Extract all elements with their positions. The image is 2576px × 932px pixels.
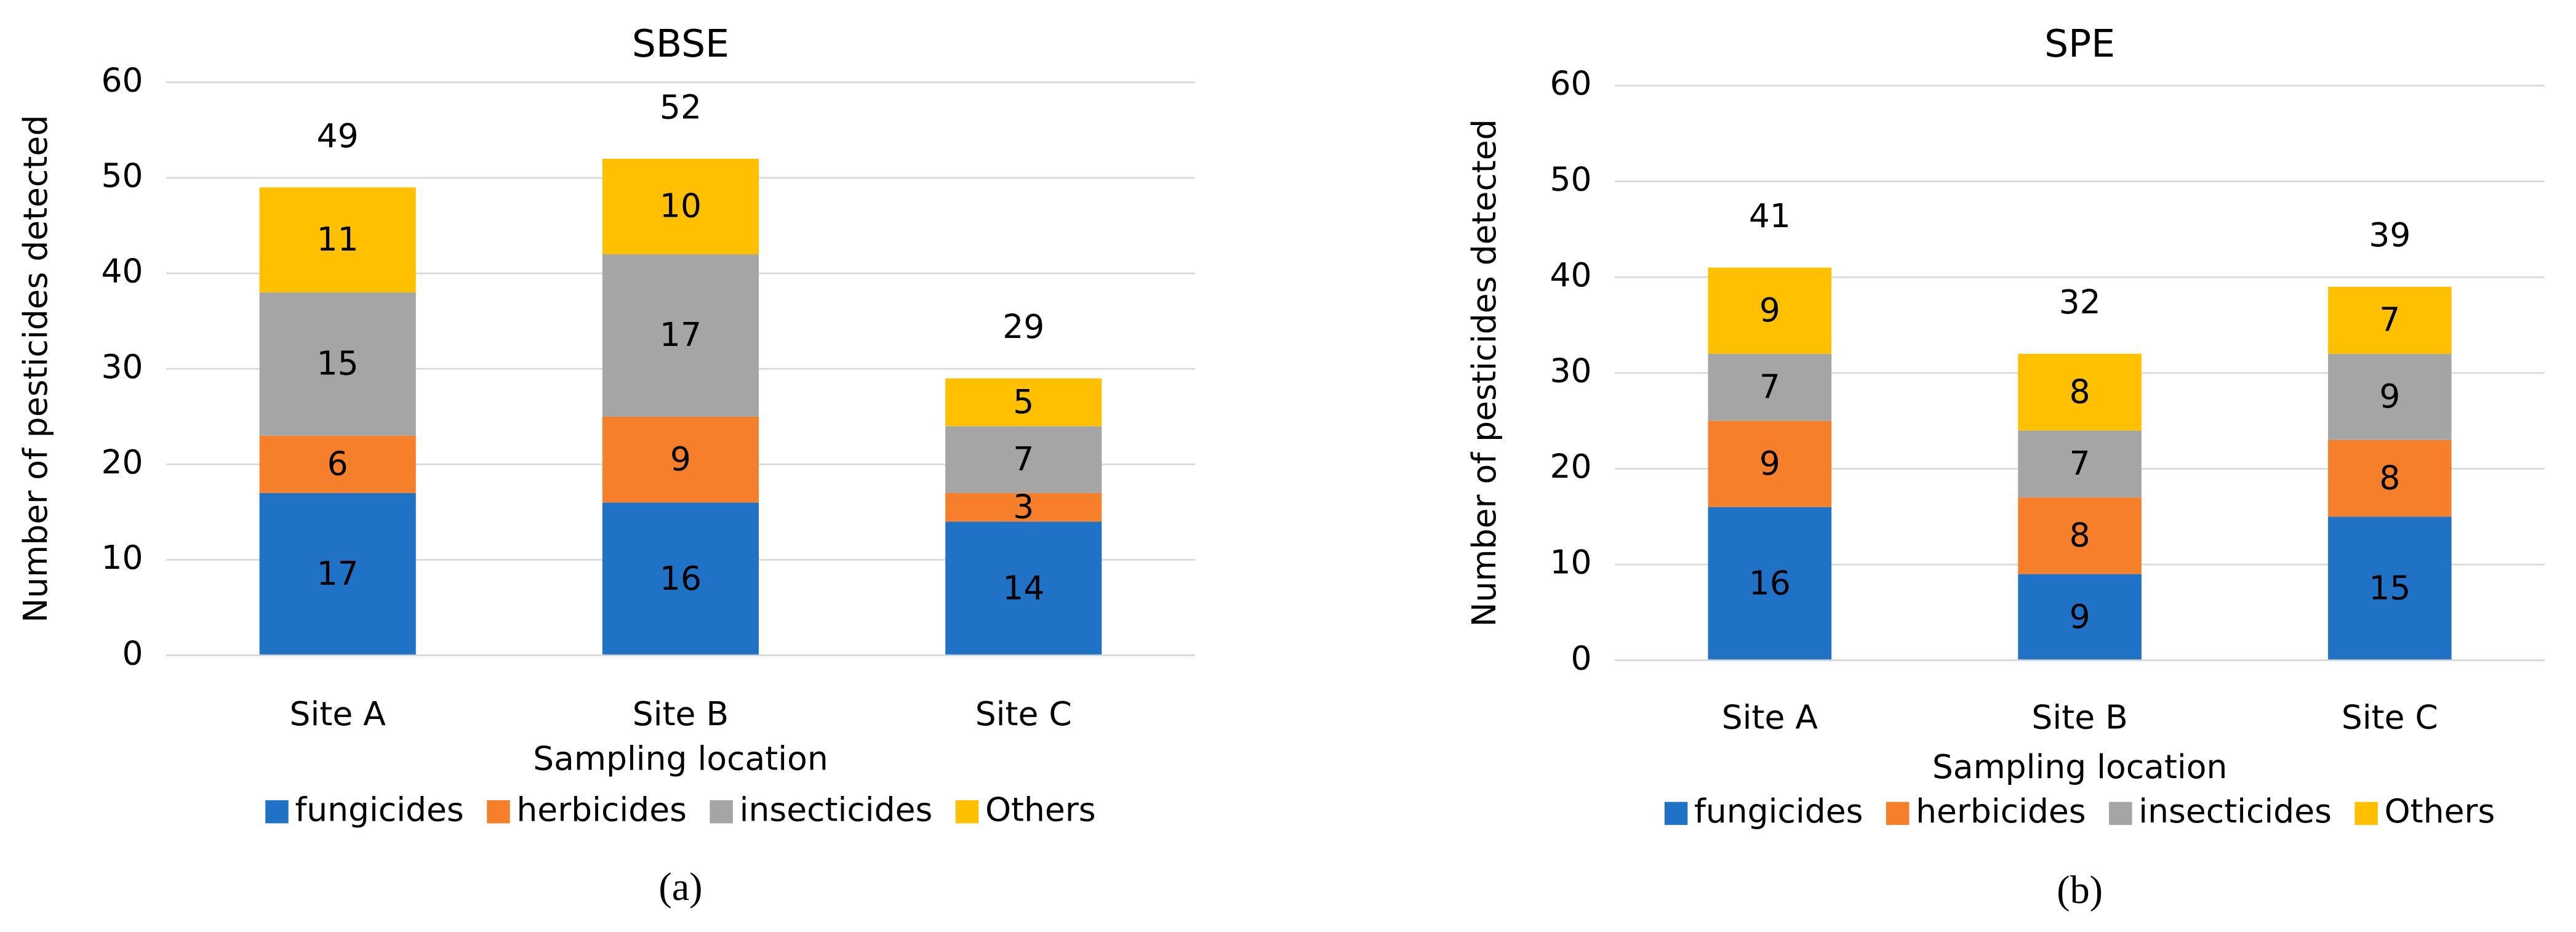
y-tick-label: 10 [1550, 543, 1591, 582]
data-label: 15 [2369, 568, 2410, 607]
legend-label: Others [985, 790, 1096, 829]
data-label: 17 [317, 554, 359, 593]
y-tick-label: 30 [1550, 352, 1591, 390]
bar-segment [2018, 574, 2142, 661]
data-label: 9 [670, 440, 691, 478]
bar-segment [2018, 497, 2142, 574]
bar-segment [2018, 353, 2142, 431]
data-label: 9 [1759, 291, 1780, 329]
bar-segment [2018, 430, 2142, 498]
data-label: 9 [1759, 444, 1780, 483]
legend-label: herbicides [1916, 792, 2086, 830]
bar-segment [945, 378, 1102, 427]
data-label: 7 [1013, 440, 1034, 478]
bar-segment [259, 187, 416, 293]
y-tick-label: 60 [1550, 64, 1591, 103]
data-label: 6 [327, 444, 348, 483]
bar-segment [259, 292, 416, 436]
legend-swatch [1664, 801, 1688, 826]
legend-swatch [2109, 801, 2132, 826]
legend-label: insecticides [2138, 792, 2332, 830]
total-label: 39 [2369, 215, 2410, 254]
bar-segment [2328, 516, 2452, 661]
y-axis-label: Number of pesticides detected [16, 115, 55, 623]
x-axis-label: Sampling location [533, 739, 828, 777]
total-label: 29 [1002, 307, 1044, 346]
x-tick-label: Site A [1722, 698, 1818, 737]
chart-title: SPE [2044, 22, 2115, 66]
y-tick-label: 50 [1550, 159, 1591, 198]
x-axis-label: Sampling location [1932, 747, 2228, 786]
legend-swatch [2354, 801, 2378, 826]
y-tick-label: 60 [102, 60, 143, 99]
bar-segment [1708, 420, 1832, 507]
legend-swatch [955, 800, 979, 824]
data-label: 10 [660, 187, 702, 225]
legend-swatch [265, 800, 289, 824]
bar-segment [1708, 507, 1832, 661]
bar-segment [602, 502, 759, 656]
legend-label: Others [2385, 792, 2495, 830]
bar-segment [602, 254, 759, 417]
data-label: 16 [660, 559, 702, 598]
bar-segment [602, 416, 759, 503]
y-tick-label: 40 [1550, 255, 1591, 294]
legend-label: herbicides [516, 790, 687, 829]
bar-segment [2328, 440, 2452, 517]
chart-title: SBSE [632, 22, 729, 66]
total-label: 49 [317, 116, 359, 155]
caption: (a) [658, 865, 702, 909]
data-label: 3 [1013, 487, 1034, 526]
x-tick-label: Site C [2342, 698, 2438, 737]
y-tick-label: 30 [102, 347, 143, 386]
bar-segment [945, 521, 1102, 656]
total-label: 52 [660, 87, 702, 126]
legend-label: insecticides [740, 790, 933, 829]
data-label: 14 [1002, 568, 1044, 607]
data-label: 16 [1749, 563, 1791, 602]
bar-segment [945, 492, 1102, 522]
data-label: 7 [2070, 444, 2090, 483]
data-label: 5 [1013, 382, 1034, 421]
x-tick-label: Site C [975, 694, 1072, 733]
y-axis-label: Number of pesticides detected [1465, 119, 1503, 627]
bar-segment [602, 158, 759, 255]
data-label: 9 [2379, 377, 2400, 416]
x-tick-label: Site B [2031, 698, 2127, 737]
legend-swatch [1886, 801, 1910, 826]
data-label: 7 [2379, 300, 2400, 339]
bar-segment [1708, 353, 1832, 421]
bar-segment [259, 435, 416, 493]
bar-segment [2328, 353, 2452, 440]
data-label: 15 [317, 344, 359, 383]
caption: (b) [2057, 868, 2103, 912]
legend-swatch [710, 800, 733, 824]
y-tick-label: 0 [1570, 638, 1591, 677]
y-tick-label: 50 [102, 156, 143, 195]
data-label: 17 [660, 315, 702, 354]
total-label: 32 [2059, 283, 2101, 321]
data-label: 8 [2070, 372, 2090, 411]
data-label: 8 [2070, 516, 2090, 555]
x-tick-label: Site B [633, 694, 729, 733]
legend-label: fungicides [1694, 792, 1863, 830]
x-tick-label: Site A [290, 694, 386, 733]
y-tick-label: 40 [102, 252, 143, 291]
legend-label: fungicides [295, 790, 463, 829]
legend-swatch [487, 800, 510, 824]
total-label: 41 [1749, 196, 1791, 235]
y-tick-label: 10 [102, 538, 143, 577]
data-label: 7 [1759, 368, 1780, 406]
bar-segment [1708, 267, 1832, 354]
data-label: 8 [2379, 458, 2400, 497]
y-tick-label: 0 [122, 633, 143, 672]
bar-segment [945, 426, 1102, 493]
data-label: 11 [317, 220, 359, 259]
bar-segment [2328, 286, 2452, 354]
y-tick-label: 20 [102, 443, 143, 481]
data-label: 9 [2070, 597, 2090, 636]
bar-segment [259, 492, 416, 656]
y-tick-label: 20 [1550, 447, 1591, 486]
